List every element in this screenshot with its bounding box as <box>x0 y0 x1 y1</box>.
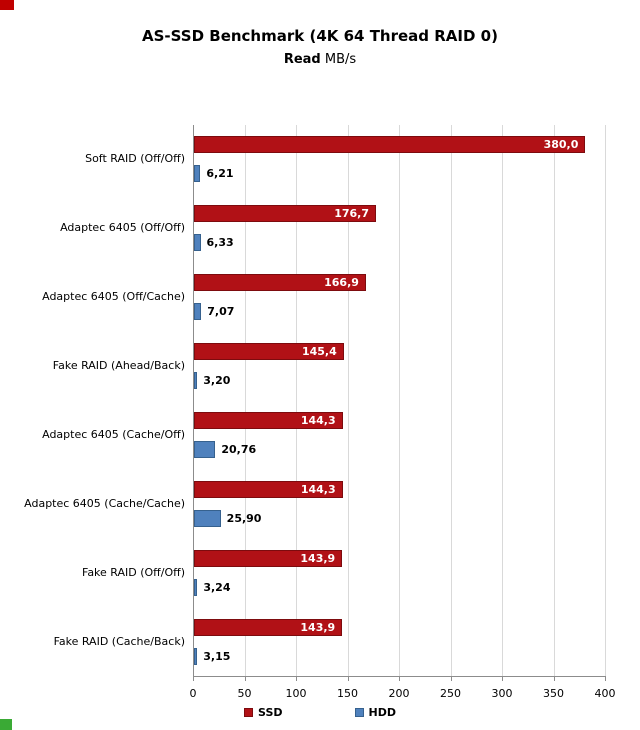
ssd-bar: 380,0 <box>194 136 586 153</box>
x-tick-label: 50 <box>237 687 252 700</box>
gridline <box>605 125 606 676</box>
ssd-bar: 145,4 <box>194 343 344 360</box>
hdd-value-label: 3,20 <box>203 374 231 387</box>
x-tick-label: 0 <box>189 687 197 700</box>
ssd-value-label: 380,0 <box>543 138 579 151</box>
gridline <box>450 125 452 676</box>
gridline <box>296 125 297 676</box>
category-label: Fake RAID (Cache/Back) <box>53 635 185 648</box>
x-tick-label: 350 <box>543 687 564 700</box>
x-axis-tick <box>502 676 503 681</box>
x-tick-label: 250 <box>440 687 461 700</box>
gridline <box>399 125 400 676</box>
x-axis-tick <box>193 676 194 681</box>
legend: SSD HDD <box>0 706 640 719</box>
chart-title: AS-SSD Benchmark (4K 64 Thread RAID 0) <box>142 27 498 45</box>
category-label: Adaptec 6405 (Off/Cache) <box>42 290 185 303</box>
ssd-value-label: 143,9 <box>300 621 336 634</box>
chart-subtitle: Read MB/s <box>0 52 640 67</box>
gridline <box>502 125 503 676</box>
ssd-value-label: 166,9 <box>324 276 359 289</box>
category-label: Adaptec 6405 (Off/Off) <box>60 221 185 234</box>
subtitle-unit: MB/s <box>320 52 357 67</box>
x-axis-tick <box>296 676 297 681</box>
x-tick-label: 400 <box>594 687 616 700</box>
legend-label-ssd: SSD <box>258 706 283 719</box>
category-label: Adaptec 6405 (Cache/Cache) <box>24 497 185 510</box>
hdd-bar <box>194 510 221 527</box>
subtitle-metric: Read <box>283 52 321 67</box>
y-axis-line <box>193 125 194 677</box>
x-tick-label: 300 <box>491 687 513 700</box>
hdd-bar <box>194 648 198 665</box>
category-label: Soft RAID (Off/Off) <box>85 152 185 165</box>
legend-item-hdd: HDD <box>354 706 396 719</box>
hdd-bar <box>194 441 216 458</box>
ssd-value-label: 143,9 <box>300 552 336 565</box>
gridline <box>244 125 246 676</box>
x-axis-tick <box>347 676 349 681</box>
hdd-value-label: 6,33 <box>206 236 234 249</box>
gridline <box>347 125 349 676</box>
ssd-bar: 144,3 <box>194 481 343 498</box>
x-axis-tick <box>553 676 555 681</box>
hdd-value-label: 3,24 <box>203 581 231 594</box>
x-tick-label: 200 <box>388 687 410 700</box>
x-tick-label: 100 <box>285 687 307 700</box>
hdd-bar <box>194 234 201 251</box>
plot-area: 0 50 100 150 200 250 300 350 400 Soft RAID (Off/O… <box>0 125 640 700</box>
x-axis-tick <box>244 676 246 681</box>
hdd-value-label: 25,90 <box>226 512 262 525</box>
ssd-value-label: 176,7 <box>334 207 369 220</box>
legend-swatch-ssd <box>244 708 254 717</box>
hdd-bar <box>194 165 201 182</box>
ssd-value-label: 145,4 <box>301 345 337 358</box>
hdd-value-label: 6,21 <box>206 167 234 180</box>
x-axis-line <box>193 676 606 677</box>
category-label: Fake RAID (Off/Off) <box>82 566 185 579</box>
ssd-bar: 176,7 <box>194 205 376 222</box>
top-left-corner-mark <box>0 0 14 10</box>
hdd-bar <box>194 579 198 596</box>
x-axis-tick <box>605 676 606 681</box>
category-label: Adaptec 6405 (Cache/Off) <box>42 428 185 441</box>
x-axis-tick <box>399 676 400 681</box>
ssd-bar: 143,9 <box>194 550 343 567</box>
bottom-left-corner-mark <box>0 719 12 730</box>
hdd-value-label: 7,07 <box>207 305 235 318</box>
legend-swatch-hdd <box>354 708 364 717</box>
ssd-bar: 143,9 <box>194 619 343 636</box>
x-axis-tick <box>450 676 452 681</box>
legend-label-hdd: HDD <box>368 706 396 719</box>
ssd-value-label: 144,3 <box>300 483 336 496</box>
ssd-bar: 166,9 <box>194 274 366 291</box>
legend-item-ssd: SSD <box>244 706 283 719</box>
hdd-bar <box>194 303 202 320</box>
ssd-bar: 144,3 <box>194 412 343 429</box>
ssd-value-label: 144,3 <box>300 414 336 427</box>
gridline <box>553 125 555 676</box>
category-label: Fake RAID (Ahead/Back) <box>52 359 185 372</box>
hdd-bar <box>194 372 198 389</box>
hdd-value-label: 3,15 <box>203 650 231 663</box>
hdd-value-label: 20,76 <box>221 443 257 456</box>
x-tick-label: 150 <box>337 687 358 700</box>
